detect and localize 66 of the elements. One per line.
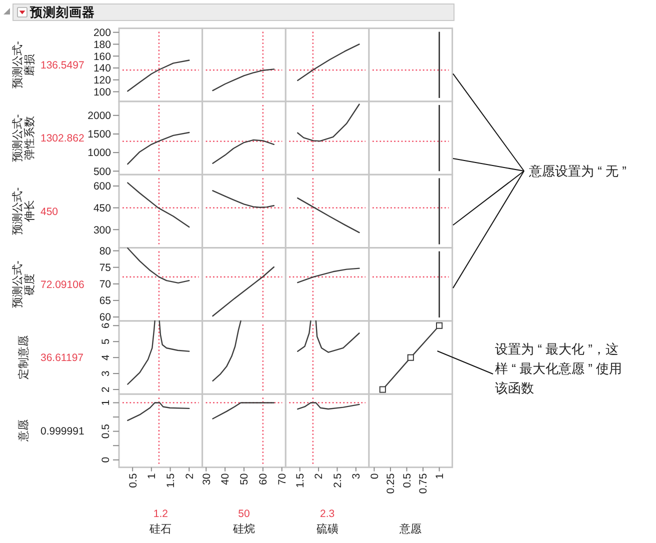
x-axis-title: 硅石: [148, 522, 172, 536]
y-axis-title: 预测公式-磨损: [11, 40, 36, 89]
x-tick-label: 60: [258, 473, 270, 486]
text: 1302.862: [40, 132, 84, 145]
y-tick-label: 75: [99, 262, 112, 274]
y-axis-title: 预测公式-弹性系数: [11, 114, 36, 162]
y-tick-label: 1500: [88, 128, 112, 141]
x-tick-label: 0: [368, 473, 381, 480]
x-tick-label: 30: [200, 473, 213, 486]
y-axis-title: 预测公式-伸长: [11, 187, 36, 236]
y-tick-label: 100: [93, 86, 112, 98]
text: 450: [40, 206, 58, 218]
text: 36.61197: [40, 352, 84, 364]
y-tick-label: 180: [93, 38, 112, 51]
y-tick-label: 5: [100, 338, 112, 345]
y-axis-title: 意愿: [17, 420, 30, 443]
y-tick-label: 3: [100, 370, 112, 376]
y-tick-label: 80: [99, 245, 112, 258]
y-tick-label: 4: [100, 354, 112, 360]
y-tick-label: 0: [100, 456, 112, 463]
text: 136.5497: [40, 60, 84, 72]
text: 72.09106: [40, 279, 84, 292]
y-tick-label: 2000: [88, 110, 112, 122]
y-tick-label: 70: [99, 278, 112, 291]
x-tick-label: 2.5: [332, 473, 344, 488]
text: 设置为 “ 最大化 ”，这样 “ 最大化意愿 ” 使用该函数: [495, 342, 622, 396]
chart-title: 预测刻画器: [29, 4, 95, 20]
y-axis-title: 预测公式-硬度: [11, 260, 36, 308]
x-tick-label: 1.5: [294, 473, 307, 488]
text: 0.999991: [40, 425, 84, 438]
x-tick-label: 40: [220, 473, 232, 486]
x-tick-label: 50: [238, 473, 251, 486]
x-tick-label: 1: [434, 473, 446, 480]
y-tick-label: 1: [100, 400, 112, 406]
x-tick-label: 0.25: [385, 473, 398, 494]
y-tick-label: 160: [93, 50, 112, 63]
y-tick-label: 6: [100, 322, 112, 329]
text: 1.2: [153, 508, 168, 520]
y-tick-label: 120: [93, 74, 112, 87]
text: 意愿设置为 “ 无 ”: [528, 164, 626, 179]
x-tick-label: 0.75: [418, 473, 430, 494]
y-tick-label: 300: [93, 224, 112, 236]
x-tick-label: 70: [276, 473, 289, 486]
x-axis-title: 意愿: [398, 522, 422, 536]
y-tick-label: 500: [93, 166, 112, 178]
x-tick-label: 2: [313, 473, 326, 480]
text: 50: [238, 508, 250, 520]
y-tick-label: 0.5: [100, 424, 112, 439]
y-tick-label: 450: [93, 202, 112, 214]
x-axis-title: 硅烷: [232, 522, 255, 536]
y-tick-label: 1000: [88, 147, 112, 160]
y-tick-label: 60: [99, 312, 112, 324]
y-tick-label: 200: [93, 27, 112, 40]
text: 2.3: [320, 508, 335, 520]
x-tick-label: 3: [350, 473, 363, 480]
y-tick-label: 140: [93, 62, 112, 75]
x-tick-label: 2: [184, 473, 196, 480]
x-axis-title: 硫磺: [316, 522, 338, 536]
y-tick-label: 600: [93, 180, 112, 193]
x-tick-label: 1: [146, 473, 158, 480]
x-tick-label: 1.5: [164, 473, 177, 488]
y-axis-title: 定制意愿: [17, 336, 30, 380]
x-tick-label: 0.5: [401, 473, 414, 488]
x-tick-label: 0.5: [127, 473, 140, 488]
y-tick-label: 65: [99, 295, 112, 308]
y-tick-label: 2: [100, 386, 112, 392]
